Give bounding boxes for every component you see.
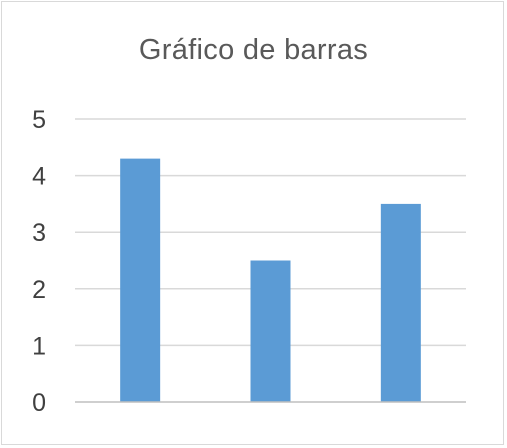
bar-1 <box>120 158 161 402</box>
y-tick-label-3: 3 <box>32 219 46 247</box>
y-tick-labels: 0 1 2 3 4 5 <box>32 106 46 417</box>
bars <box>120 158 421 402</box>
bar-2 <box>250 260 291 402</box>
y-tick-label-1: 1 <box>32 332 46 360</box>
y-tick-label-4: 4 <box>32 163 46 191</box>
bar-3 <box>380 203 421 402</box>
y-tick-label-5: 5 <box>32 106 46 134</box>
chart-title: Gráfico de barras <box>138 34 369 66</box>
y-tick-label-0: 0 <box>32 389 46 417</box>
y-tick-label-2: 2 <box>32 276 46 304</box>
